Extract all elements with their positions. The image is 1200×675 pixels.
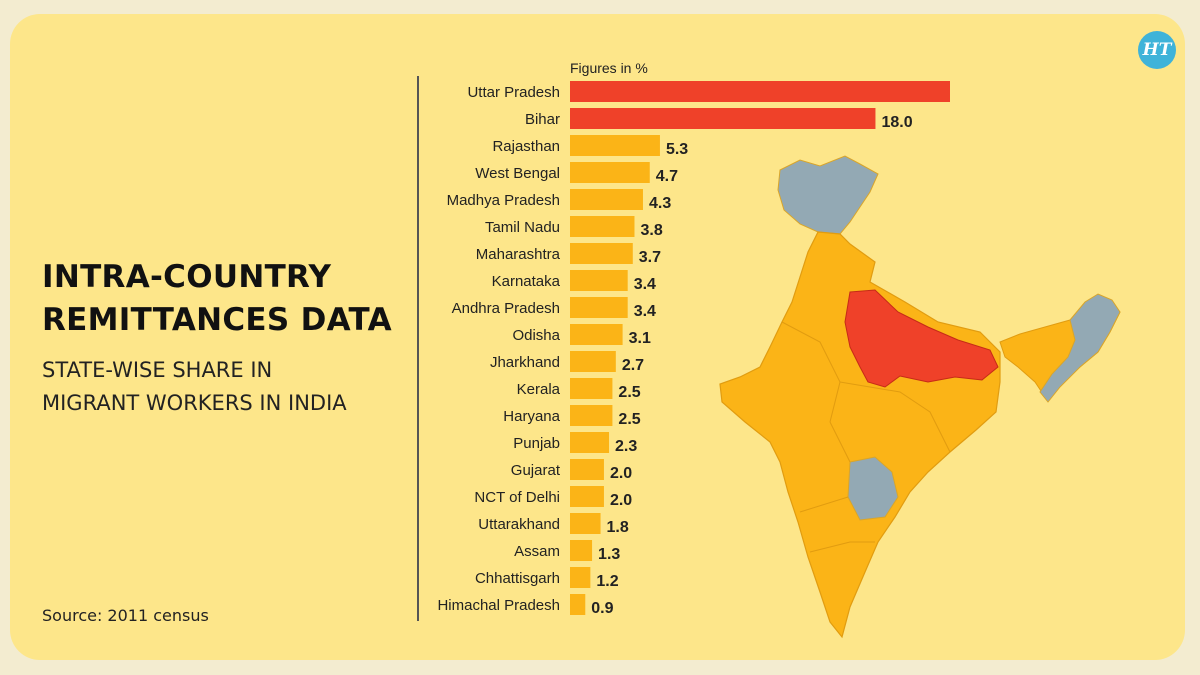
infographic-card: HT INTRA-COUNTRY REMITTANCES DATA STATE-… — [10, 14, 1185, 660]
map-region-central-excluded — [847, 456, 899, 521]
value-label: 4.7 — [656, 168, 678, 185]
value-label: 3.7 — [639, 249, 661, 266]
subtitle-line-1: STATE-WISE SHARE IN — [42, 358, 273, 382]
category-label: Haryana — [503, 408, 560, 425]
bar — [570, 162, 650, 183]
page-title: INTRA-COUNTRY REMITTANCES DATA — [42, 256, 392, 342]
value-label: 2.0 — [610, 492, 632, 509]
value-label: 3.8 — [640, 222, 662, 239]
subtitle-line-2: MIGRANT WORKERS IN INDIA — [42, 391, 347, 415]
value-label: 18.0 — [881, 114, 912, 131]
value-label: 2.0 — [610, 465, 632, 482]
bar — [570, 270, 628, 291]
category-label: Odisha — [512, 327, 560, 344]
source-note: Source: 2011 census — [42, 606, 209, 625]
bar — [570, 189, 643, 210]
category-label: Maharashtra — [476, 246, 561, 263]
bar — [570, 243, 633, 264]
category-label: Uttarakhand — [478, 516, 560, 533]
category-label: Uttar Pradesh — [467, 84, 560, 101]
value-label: 1.3 — [598, 546, 620, 563]
value-label: 3.4 — [634, 303, 656, 320]
category-label: Madhya Pradesh — [447, 192, 560, 209]
value-label: 5.3 — [666, 141, 688, 158]
category-label: Bihar — [525, 111, 560, 128]
category-label: Assam — [514, 543, 560, 560]
bar — [570, 351, 616, 372]
category-label: West Bengal — [475, 165, 560, 182]
bar — [570, 378, 613, 399]
bar — [570, 135, 660, 156]
category-label: Andhra Pradesh — [452, 300, 560, 317]
category-label: Himachal Pradesh — [437, 597, 560, 614]
bar — [570, 297, 628, 318]
value-label: 3.4 — [634, 276, 656, 293]
category-label: Rajasthan — [492, 138, 560, 155]
india-map-illustration — [719, 155, 1121, 639]
category-label: Karnataka — [492, 273, 561, 290]
bar — [570, 513, 601, 534]
category-label: Gujarat — [511, 462, 561, 479]
bar — [570, 567, 591, 588]
title-line-1: INTRA-COUNTRY — [42, 259, 332, 295]
value-label: 1.2 — [596, 573, 618, 590]
bar — [570, 81, 950, 102]
title-line-2: REMITTANCES DATA — [42, 302, 392, 338]
page-subtitle: STATE-WISE SHARE IN MIGRANT WORKERS IN I… — [42, 354, 347, 420]
category-label: Jharkhand — [490, 354, 560, 371]
value-label: 2.7 — [622, 357, 644, 374]
bar — [570, 459, 604, 480]
bar — [570, 540, 593, 561]
bar — [570, 486, 604, 507]
bar — [570, 324, 623, 345]
bar — [570, 405, 613, 426]
value-label: 2.5 — [618, 384, 640, 401]
figures-note: Figures in % — [570, 60, 648, 76]
bar — [570, 108, 876, 129]
category-label: Tamil Nadu — [485, 219, 560, 236]
category-label: Punjab — [513, 435, 560, 452]
value-label: 2.5 — [618, 411, 640, 428]
value-label: 1.8 — [607, 519, 629, 536]
map-highlight-up-bihar — [844, 289, 999, 388]
map-northeast-excluded — [1039, 293, 1121, 403]
category-label: NCT of Delhi — [474, 489, 560, 506]
map-region-north-excluded — [777, 155, 879, 235]
bar-chart: Uttar Pradesh29.7Bihar18.0Rajasthan5.3We… — [437, 81, 950, 617]
category-label: Kerala — [517, 381, 561, 398]
value-label: 3.1 — [629, 330, 651, 347]
value-label: 2.3 — [615, 438, 637, 455]
category-label: Chhattisgarh — [475, 570, 560, 587]
value-label: 0.9 — [591, 600, 613, 617]
bar — [570, 216, 635, 237]
bar — [570, 594, 586, 615]
value-label: 4.3 — [649, 195, 671, 212]
divider-line — [417, 76, 419, 621]
ht-logo: HT — [1138, 31, 1176, 69]
bar — [570, 432, 610, 453]
